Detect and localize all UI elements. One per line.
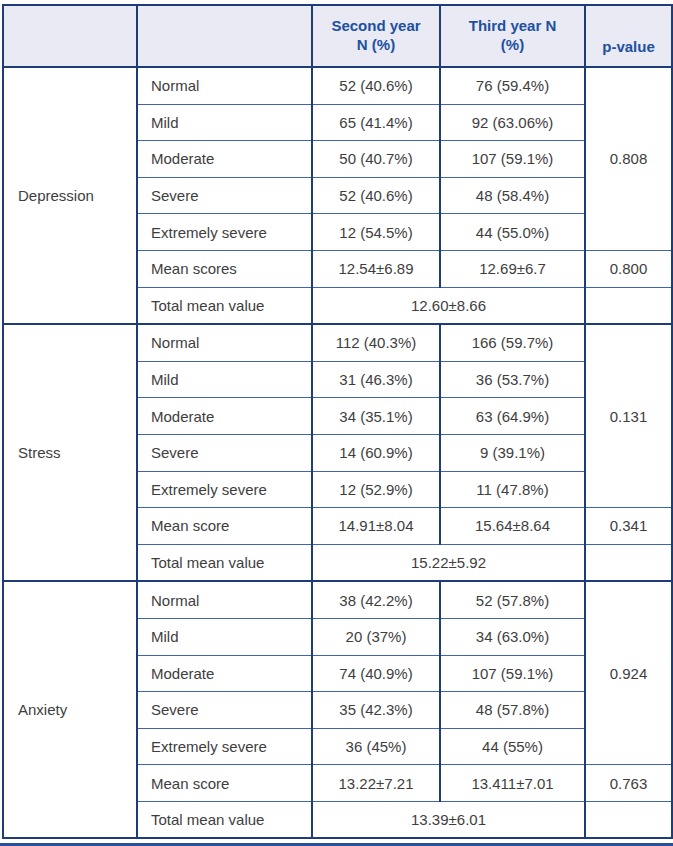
value-cell: 12 (52.9%) — [312, 471, 440, 508]
value-cell: 11 (47.8%) — [440, 471, 585, 508]
value-cell: 36 (45%) — [312, 728, 440, 765]
value-cell: 12.54±6.89 — [312, 250, 440, 287]
severity-cell: Extremely severe — [137, 728, 312, 765]
total-value-cell: 12.60±8.66 — [312, 287, 585, 324]
p-value-cell: 0.800 — [585, 250, 672, 287]
mean-label-cell: Mean scores — [137, 250, 312, 287]
value-cell: 34 (63.0%) — [440, 618, 585, 655]
value-cell: 12.69±6.7 — [440, 250, 585, 287]
p-value-cell: 0.808 — [585, 67, 672, 250]
table-header: Second year N (%) Third year N (%) p-val… — [3, 5, 672, 67]
severity-cell: Severe — [137, 177, 312, 214]
severity-cell: Extremely severe — [137, 214, 312, 251]
header-empty-severity — [137, 5, 312, 67]
value-cell: 63 (64.9%) — [440, 398, 585, 435]
severity-cell: Mild — [137, 104, 312, 141]
category-cell-depression: Depression — [3, 67, 137, 324]
value-cell: 44 (55.0%) — [440, 214, 585, 251]
total-label-cell: Total mean value — [137, 287, 312, 324]
value-cell: 107 (59.1%) — [440, 141, 585, 178]
header-row: Second year N (%) Third year N (%) p-val… — [3, 5, 672, 67]
severity-cell: Mild — [137, 618, 312, 655]
value-cell: 65 (41.4%) — [312, 104, 440, 141]
header-second-year: Second year N (%) — [312, 5, 440, 67]
figure-page: Second year N (%) Third year N (%) p-val… — [0, 0, 673, 846]
p-value-cell: 0.924 — [585, 581, 672, 764]
category-cell-anxiety: Anxiety — [3, 581, 137, 838]
value-cell: 48 (57.8%) — [440, 692, 585, 729]
value-cell: 34 (35.1%) — [312, 398, 440, 435]
table-row: Anxiety Normal 38 (42.2%) 52 (57.8%) 0.9… — [3, 581, 672, 618]
severity-cell: Normal — [137, 324, 312, 361]
value-cell: 74 (40.9%) — [312, 655, 440, 692]
value-cell: 76 (59.4%) — [440, 67, 585, 104]
severity-cell: Moderate — [137, 655, 312, 692]
value-cell: 36 (53.7%) — [440, 361, 585, 398]
value-cell: 14 (60.9%) — [312, 434, 440, 471]
p-value-cell-empty — [585, 287, 672, 324]
p-value-cell-empty — [585, 544, 672, 581]
header-empty-category — [3, 5, 137, 67]
value-cell: 44 (55%) — [440, 728, 585, 765]
value-cell: 52 (40.6%) — [312, 177, 440, 214]
header-p-value: p-value — [585, 5, 672, 67]
total-value-cell: 15.22±5.92 — [312, 544, 585, 581]
total-label-cell: Total mean value — [137, 544, 312, 581]
value-cell: 107 (59.1%) — [440, 655, 585, 692]
value-cell: 52 (57.8%) — [440, 581, 585, 618]
severity-cell: Mild — [137, 361, 312, 398]
value-cell: 35 (42.3%) — [312, 692, 440, 729]
value-cell: 52 (40.6%) — [312, 67, 440, 104]
severity-cell: Extremely severe — [137, 471, 312, 508]
table-row: Depression Normal 52 (40.6%) 76 (59.4%) … — [3, 67, 672, 104]
p-value-cell: 0.131 — [585, 324, 672, 507]
value-cell: 48 (58.4%) — [440, 177, 585, 214]
value-cell: 92 (63.06%) — [440, 104, 585, 141]
category-cell-stress: Stress — [3, 324, 137, 581]
severity-cell: Normal — [137, 581, 312, 618]
severity-cell: Severe — [137, 692, 312, 729]
value-cell: 166 (59.7%) — [440, 324, 585, 361]
total-value-cell: 13.39±6.01 — [312, 801, 585, 838]
total-label-cell: Total mean value — [137, 801, 312, 838]
mean-label-cell: Mean score — [137, 508, 312, 545]
value-cell: 31 (46.3%) — [312, 361, 440, 398]
value-cell: 15.64±8.64 — [440, 508, 585, 545]
dass-statistics-table: Second year N (%) Third year N (%) p-val… — [2, 4, 673, 839]
severity-cell: Moderate — [137, 398, 312, 435]
p-value-cell-empty — [585, 801, 672, 838]
table-row: Stress Normal 112 (40.3%) 166 (59.7%) 0.… — [3, 324, 672, 361]
value-cell: 13.411±7.01 — [440, 765, 585, 802]
mean-label-cell: Mean score — [137, 765, 312, 802]
severity-cell: Normal — [137, 67, 312, 104]
p-value-cell: 0.341 — [585, 508, 672, 545]
p-value-cell: 0.763 — [585, 765, 672, 802]
value-cell: 14.91±8.04 — [312, 508, 440, 545]
header-third-year: Third year N (%) — [440, 5, 585, 67]
value-cell: 38 (42.2%) — [312, 581, 440, 618]
value-cell: 13.22±7.21 — [312, 765, 440, 802]
severity-cell: Severe — [137, 434, 312, 471]
severity-cell: Moderate — [137, 141, 312, 178]
value-cell: 112 (40.3%) — [312, 324, 440, 361]
value-cell: 9 (39.1%) — [440, 434, 585, 471]
value-cell: 12 (54.5%) — [312, 214, 440, 251]
value-cell: 20 (37%) — [312, 618, 440, 655]
value-cell: 50 (40.7%) — [312, 141, 440, 178]
